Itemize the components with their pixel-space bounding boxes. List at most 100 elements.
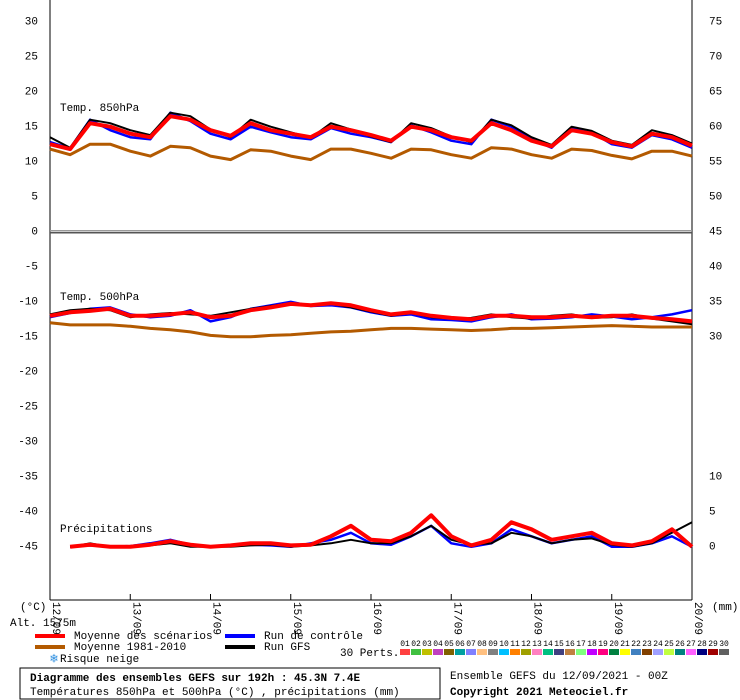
y-tick-label: -25 [18, 402, 38, 414]
y-tick-label: 10 [25, 157, 38, 169]
x-tick-label: 14/09 [210, 602, 222, 635]
pert-label: 05 [444, 640, 454, 649]
pert-label: 07 [466, 640, 476, 649]
pert-label: 25 [664, 640, 674, 649]
pert-swatch [675, 649, 685, 655]
pert-label: 21 [620, 640, 630, 649]
pert-swatch [609, 649, 619, 655]
pert-label: 11 [510, 640, 520, 649]
y2-tick-label: 55 [709, 157, 722, 169]
y-tick-label: -20 [18, 367, 38, 379]
pert-label: 06 [455, 640, 465, 649]
y2-tick-label: 45 [709, 227, 722, 239]
series-line [49, 321, 692, 339]
y-tick-label: -40 [18, 507, 38, 519]
pert-swatch [642, 649, 652, 655]
pert-label: 04 [433, 640, 443, 649]
pert-swatch [554, 649, 564, 655]
x-tick-label: 18/09 [531, 602, 543, 635]
y-tick-label: 5 [31, 192, 38, 204]
pert-label: 30 [719, 640, 729, 649]
legend-label: Run GFS [264, 642, 311, 654]
y2-tick-label: 5 [709, 507, 716, 519]
pert-label: 10 [499, 640, 509, 649]
snow-legend: Risque neige [60, 654, 139, 666]
y2-tick-label: 30 [709, 332, 722, 344]
snow-icon: ❄ [49, 651, 58, 666]
series-line [49, 142, 693, 162]
pert-label: 02 [411, 640, 421, 649]
pert-swatch [422, 649, 432, 655]
pert-label: 13 [532, 640, 542, 649]
x-tick-label: 19/09 [611, 602, 623, 635]
pert-label: 14 [543, 640, 553, 649]
pert-swatch [565, 649, 575, 655]
y2-tick-label: 70 [709, 52, 722, 64]
y2-tick-label: 10 [709, 472, 722, 484]
pert-swatch [653, 649, 663, 655]
pert-swatch [598, 649, 608, 655]
pert-label: 28 [697, 640, 707, 649]
pert-swatch [631, 649, 641, 655]
panel-label: Temp. 500hPa [60, 292, 140, 304]
x-tick-label: 20/09 [691, 602, 703, 635]
y2-tick-label: 50 [709, 192, 722, 204]
pert-label: 27 [686, 640, 696, 649]
pert-swatch [620, 649, 630, 655]
y2-tick-label: 40 [709, 262, 722, 274]
pert-label: 12 [521, 640, 531, 649]
altitude: Alt. 1575m [10, 618, 76, 630]
pert-swatch [719, 649, 729, 655]
pert-label: 08 [477, 640, 487, 649]
legend-label: Moyenne 1981-2010 [74, 642, 186, 654]
pert-label: 01 [400, 640, 410, 649]
x-tick-label: 13/09 [129, 602, 141, 635]
pert-label: 15 [554, 640, 564, 649]
panel-label: Précipitations [60, 524, 152, 536]
y-tick-label: -35 [18, 472, 38, 484]
x-tick-label: 17/09 [450, 602, 462, 635]
pert-swatch [576, 649, 586, 655]
pert-label: 24 [653, 640, 663, 649]
pert-label: 22 [631, 640, 641, 649]
pert-swatch [488, 649, 498, 655]
pert-label: 17 [576, 640, 586, 649]
pert-label: 23 [642, 640, 652, 649]
y-axis-label: (°C) [20, 602, 46, 614]
series-line [49, 114, 693, 152]
y-tick-label: -10 [18, 297, 38, 309]
y-tick-label: 20 [25, 87, 38, 99]
y-tick-label: 25 [25, 52, 38, 64]
pert-swatch [664, 649, 674, 655]
perts-label: 30 Perts. [340, 648, 399, 660]
run-info: Ensemble GEFS du 12/09/2021 - 00Z [450, 671, 668, 683]
pert-label: 19 [598, 640, 608, 649]
pert-label: 18 [587, 640, 597, 649]
x-tick-label: 12/09 [49, 602, 61, 635]
title: Diagramme des ensembles GEFS sur 192h : … [30, 673, 360, 685]
pert-swatch [708, 649, 718, 655]
pert-swatch [543, 649, 553, 655]
y2-tick-label: 0 [709, 542, 716, 554]
pert-label: 20 [609, 640, 619, 649]
pert-label: 26 [675, 640, 685, 649]
pert-swatch [433, 649, 443, 655]
pert-swatch [532, 649, 542, 655]
series-line [69, 513, 694, 549]
series-line [49, 301, 693, 324]
pert-swatch [444, 649, 454, 655]
pert-swatch [455, 649, 465, 655]
pert-swatch [697, 649, 707, 655]
subtitle: Températures 850hPa et 500hPa (°C) , pré… [30, 687, 400, 699]
y-tick-label: -15 [18, 332, 38, 344]
y2-tick-label: 60 [709, 122, 722, 134]
y2-tick-label: 65 [709, 87, 722, 99]
pert-label: 16 [565, 640, 575, 649]
pert-swatch [466, 649, 476, 655]
y-tick-label: 0 [31, 227, 38, 239]
pert-swatch [686, 649, 696, 655]
series-line [69, 521, 693, 548]
y-tick-label: -5 [25, 262, 38, 274]
pert-label: 03 [422, 640, 432, 649]
